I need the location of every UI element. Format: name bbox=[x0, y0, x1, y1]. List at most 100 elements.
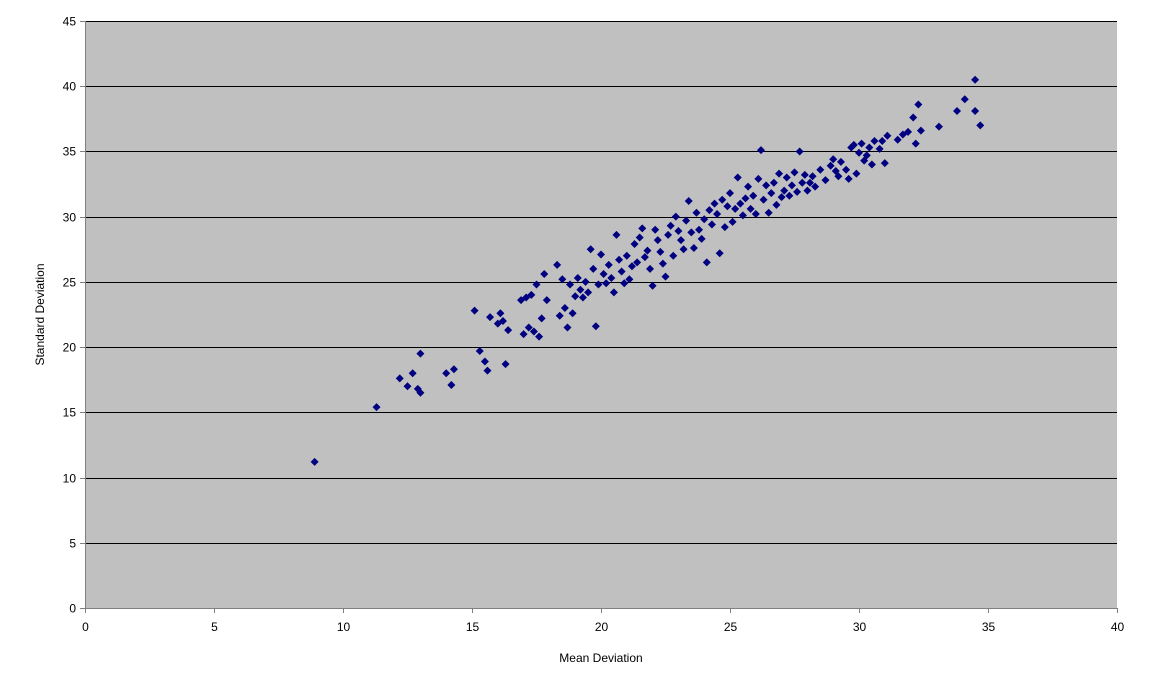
data-point bbox=[754, 174, 763, 183]
data-point bbox=[909, 113, 918, 122]
data-point bbox=[620, 279, 629, 288]
data-point bbox=[971, 75, 980, 84]
data-point bbox=[571, 292, 580, 301]
data-point bbox=[666, 221, 675, 230]
data-point bbox=[911, 139, 920, 148]
data-point bbox=[607, 273, 616, 282]
data-point bbox=[486, 313, 495, 322]
data-point bbox=[934, 122, 943, 131]
data-point bbox=[676, 236, 685, 245]
data-point bbox=[790, 168, 799, 177]
data-point bbox=[787, 181, 796, 190]
data-point bbox=[604, 260, 613, 269]
data-point bbox=[805, 178, 814, 187]
x-tick-label: 30 bbox=[853, 620, 867, 634]
data-point bbox=[573, 273, 582, 282]
data-point bbox=[416, 349, 425, 358]
data-point bbox=[816, 165, 825, 174]
x-tick-label: 5 bbox=[211, 620, 218, 634]
data-point bbox=[372, 403, 381, 412]
data-point bbox=[589, 264, 598, 273]
data-point bbox=[640, 253, 649, 262]
data-point bbox=[568, 309, 577, 318]
data-point bbox=[449, 365, 458, 374]
x-tick-label: 20 bbox=[595, 620, 609, 634]
data-point bbox=[971, 107, 980, 116]
data-point bbox=[403, 382, 412, 391]
data-point bbox=[723, 202, 732, 211]
data-point bbox=[751, 210, 760, 219]
data-point bbox=[560, 303, 569, 312]
data-point bbox=[728, 217, 737, 226]
data-point bbox=[702, 258, 711, 267]
data-point bbox=[808, 172, 817, 181]
data-point bbox=[736, 199, 745, 208]
data-point bbox=[504, 326, 513, 335]
data-point bbox=[535, 332, 544, 341]
data-point bbox=[646, 264, 655, 273]
data-point bbox=[643, 246, 652, 255]
data-point bbox=[695, 225, 704, 234]
data-point bbox=[480, 357, 489, 366]
data-point bbox=[875, 144, 884, 153]
data-point bbox=[674, 227, 683, 236]
data-point bbox=[852, 169, 861, 178]
data-point bbox=[653, 236, 662, 245]
data-point bbox=[498, 317, 507, 326]
x-tick-label: 40 bbox=[1111, 620, 1125, 634]
data-point bbox=[586, 245, 595, 254]
y-tick-label: 5 bbox=[69, 537, 76, 551]
data-point bbox=[705, 206, 714, 215]
data-point bbox=[684, 197, 693, 206]
data-point bbox=[844, 174, 853, 183]
data-point bbox=[793, 187, 802, 196]
data-point bbox=[960, 95, 969, 104]
data-point bbox=[475, 347, 484, 356]
data-point bbox=[664, 230, 673, 239]
data-point bbox=[576, 285, 585, 294]
data-point bbox=[532, 280, 541, 289]
data-point bbox=[718, 195, 727, 204]
data-point bbox=[615, 255, 624, 264]
data-point bbox=[733, 173, 742, 182]
data-point bbox=[953, 107, 962, 116]
data-point bbox=[893, 135, 902, 144]
y-tick-label: 10 bbox=[63, 472, 77, 486]
data-point bbox=[880, 159, 889, 168]
data-point bbox=[916, 126, 925, 135]
data-point bbox=[661, 272, 670, 281]
data-point bbox=[834, 172, 843, 181]
data-point bbox=[612, 230, 621, 239]
data-point bbox=[524, 323, 533, 332]
data-point bbox=[762, 181, 771, 190]
data-point bbox=[697, 234, 706, 243]
y-tick-label: 45 bbox=[63, 15, 77, 29]
data-point bbox=[669, 251, 678, 260]
data-point bbox=[731, 204, 740, 213]
data-point bbox=[555, 311, 564, 320]
data-point bbox=[519, 330, 528, 339]
data-point bbox=[829, 155, 838, 164]
data-point bbox=[656, 247, 665, 256]
data-points bbox=[310, 75, 985, 466]
data-point bbox=[870, 137, 879, 146]
data-point bbox=[584, 288, 593, 297]
data-point bbox=[769, 178, 778, 187]
data-point bbox=[416, 388, 425, 397]
y-axis-title: Standard Deviation bbox=[33, 263, 47, 365]
data-point bbox=[836, 157, 845, 166]
data-point bbox=[635, 233, 644, 242]
data-point bbox=[803, 186, 812, 195]
data-point bbox=[625, 275, 634, 284]
y-axis-ticks: 0 5 10 15 20 25 30 35 40 45 bbox=[63, 15, 85, 616]
x-tick-label: 10 bbox=[337, 620, 351, 634]
data-point bbox=[310, 457, 319, 466]
data-point bbox=[638, 224, 647, 233]
data-point bbox=[617, 267, 626, 276]
data-point bbox=[867, 160, 876, 169]
data-point bbox=[738, 211, 747, 220]
x-tick-label: 0 bbox=[82, 620, 89, 634]
data-point bbox=[542, 296, 551, 305]
data-point bbox=[715, 249, 724, 258]
y-tick-label: 40 bbox=[63, 80, 77, 94]
